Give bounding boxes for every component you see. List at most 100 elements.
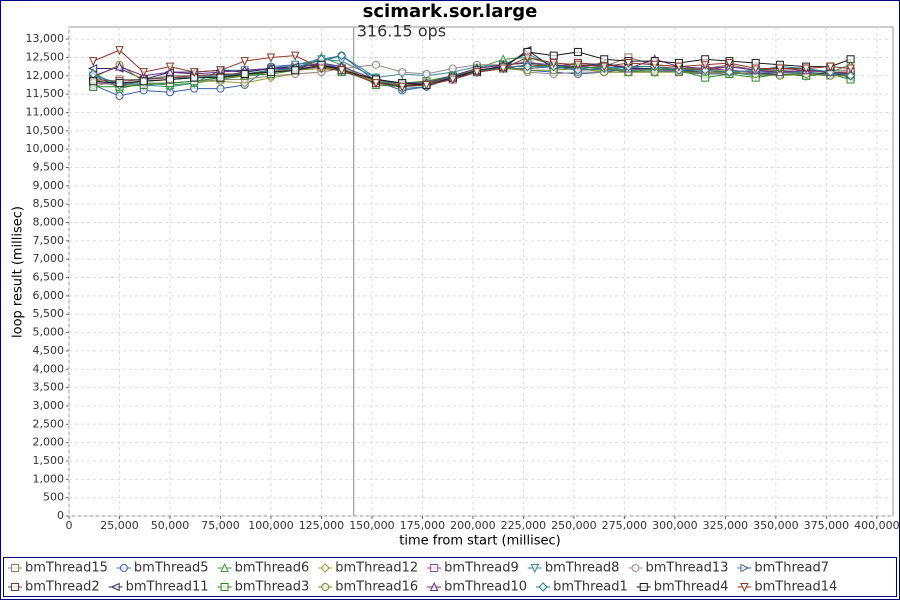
marker [700,60,710,70]
marker [624,58,633,69]
x-tick-label: 0 [66,519,73,532]
marker [549,51,558,60]
marker [115,61,124,71]
y-tick-label: 4,500 [33,344,65,357]
legend-item: bmThread11 [108,580,209,595]
legend-label: bmThread11 [126,580,209,595]
legend-label: bmThread1 [553,580,628,595]
marker [650,60,659,70]
legend-label: bmThread5 [134,561,209,576]
marker [472,68,482,78]
marker [498,64,508,74]
marker [700,65,710,75]
marker [266,53,276,63]
y-tick-label: 7,500 [33,234,65,247]
legend-item: bmThread10 [427,580,527,595]
marker [422,80,431,91]
x-tick-label: 150,000 [349,519,395,532]
legend-label: bmThread2 [25,580,100,595]
marker [573,60,583,70]
marker [530,564,540,574]
legend-label: bmThread12 [335,561,418,576]
chart-title: scimark.sor.large [363,1,538,22]
y-tick-label: 8,500 [33,197,65,210]
marker [216,66,225,76]
marker [845,71,856,81]
y-tick-label: 10,500 [26,124,65,137]
marker [398,68,407,77]
y-tick-label: 5,000 [33,326,65,339]
marker [220,583,229,591]
marker [11,564,19,572]
marker [740,583,749,593]
marker [740,563,750,573]
legend-label: bmThread7 [754,561,829,576]
marker [336,50,347,61]
x-tick-label: 350,000 [753,519,799,532]
legend-box [3,557,897,597]
legend-item: bmThread15 [8,561,108,576]
marker [600,55,609,64]
marker [240,57,249,67]
y-tick-label: 0 [57,509,64,522]
x-tick-label: 325,000 [703,519,749,532]
marker [430,564,439,572]
x-tick-label: 300,000 [652,519,698,532]
annotation-label: 316.15 ops [357,22,446,41]
legend-item: bmThread12 [318,561,418,576]
marker [110,582,120,592]
marker [573,47,582,56]
legend-item: bmThread5 [116,561,209,576]
marker [320,563,330,573]
marker [119,564,128,572]
marker [317,64,326,74]
legend-label: bmThread16 [335,580,418,595]
y-tick-label: 5,500 [33,307,65,320]
marker [523,53,532,63]
y-tick-label: 11,500 [26,87,65,100]
legend-label: bmThread9 [444,561,519,576]
marker [724,67,735,77]
x-axis-label: time from start (millisec) [399,534,560,549]
marker [846,64,855,74]
legend-item: bmThread14 [737,580,837,595]
y-tick-label: 3,000 [33,399,65,412]
legend-item: bmThread7 [737,561,829,576]
marker [115,79,124,88]
x-tick-label: 250,000 [551,519,597,532]
legend-item: bmThread1 [536,580,628,595]
marker [266,68,275,77]
marker [846,55,855,64]
legend-label: bmThread15 [25,561,108,576]
marker [397,82,407,92]
y-axis-label: loop result (millisec) [11,206,26,338]
x-tick-label: 75,000 [201,519,240,532]
marker [321,583,330,591]
marker [115,91,124,100]
y-tick-label: 6,500 [33,271,65,284]
x-tick-label: 25,000 [100,519,139,532]
legend-label: bmThread6 [235,561,310,576]
marker [429,581,439,591]
marker [448,75,458,85]
y-tick-label: 9,500 [33,161,65,174]
legend-item: bmThread3 [217,580,310,595]
legend-item: bmThread4 [636,580,728,595]
legend-item: bmThread8 [527,561,619,576]
marker [89,77,98,86]
legend-label: bmThread14 [754,580,837,595]
marker [88,57,98,67]
legend-item: bmThread6 [217,561,310,576]
marker [220,562,229,572]
marker [549,58,558,69]
y-tick-label: 3,500 [33,381,65,394]
marker [631,564,640,572]
marker [165,75,174,84]
x-tick-label: 175,000 [400,519,446,532]
x-tick-label: 375,000 [804,519,850,532]
legend-label: bmThread3 [235,580,310,595]
marker [371,79,381,89]
marker [801,64,811,74]
marker [826,62,835,72]
